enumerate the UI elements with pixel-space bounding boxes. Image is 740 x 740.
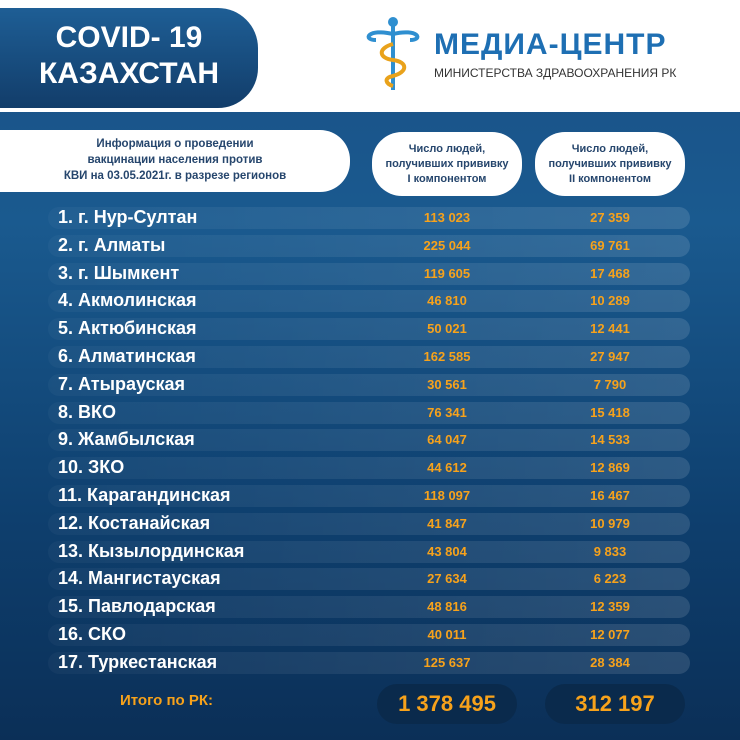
value: 12 077	[590, 627, 630, 642]
region-name: 8. ВКО	[58, 401, 116, 422]
region-name: 6. Алматинская	[58, 346, 196, 366]
row-band	[48, 624, 690, 646]
total-value: 312 197	[545, 684, 685, 724]
total-label: Итого по РК:	[120, 692, 214, 709]
column-header-line: получивших прививку	[548, 158, 672, 170]
value: 6 223	[593, 571, 627, 587]
row-band	[48, 540, 690, 563]
title-badge: COVID- 19 КАЗАХСТАН	[0, 8, 258, 108]
value: 9 833	[593, 543, 627, 559]
value: 41 847	[427, 515, 467, 531]
row-band	[48, 290, 690, 313]
value: 27 634	[427, 571, 467, 587]
region-name: 17. Туркестанская	[58, 651, 218, 672]
title: КАЗАХСТАН	[39, 57, 219, 90]
value: 46 810	[427, 293, 467, 309]
value: 225 044	[423, 237, 471, 253]
row-band	[48, 262, 690, 285]
row-band	[48, 234, 690, 257]
caption-line: вакцинации населения против	[87, 154, 263, 166]
region-name: 9. Жамбылская	[58, 429, 195, 450]
value: 113 023	[423, 210, 471, 225]
value: 118 097	[423, 488, 471, 503]
value: 27 359	[590, 210, 630, 225]
value: 10 289	[590, 293, 630, 309]
value: 28 384	[590, 654, 630, 670]
value: 10 979	[590, 515, 630, 531]
row-band	[48, 207, 690, 229]
caption-line: КВИ на 03.05.2021г. в разрезе регионов	[63, 170, 287, 182]
row-band	[48, 401, 690, 424]
value: 40 011	[427, 627, 467, 642]
row-band	[48, 373, 690, 396]
value: 30 561	[427, 376, 467, 392]
logo-subtitle: МИНИСТЕРСТВА ЗДРАВООХРАНЕНИЯ РК	[434, 66, 677, 80]
row-band	[48, 429, 690, 452]
column-header-line: I компонентом	[407, 173, 487, 185]
region-name: 5. Актюбинская	[58, 318, 197, 339]
value: 69 761	[590, 237, 630, 253]
row-band	[48, 485, 690, 507]
value: 12 441	[590, 321, 630, 337]
region-name: 11. Карагандинская	[58, 485, 231, 505]
caption-line: Информация о проведении	[96, 138, 254, 150]
title: COVID- 19	[55, 21, 203, 54]
column-header-line: получивших прививку	[385, 158, 509, 170]
total-value: 1 378 495	[377, 684, 517, 724]
table-caption: Информация о проведении вакцинации населе…	[0, 130, 350, 192]
value: 12 359	[590, 599, 630, 615]
value: 119 605	[423, 265, 471, 281]
value: 162 585	[423, 349, 471, 364]
logo: МЕДИА-ЦЕНТР МИНИСТЕРСТВА ЗДРАВООХРАНЕНИЯ…	[358, 14, 688, 94]
region-name: 16. СКО	[58, 624, 127, 644]
value: 16 467	[590, 488, 630, 503]
value: 125 637	[423, 654, 471, 670]
region-name: 15. Павлодарская	[58, 596, 216, 617]
region-name: 3. г. Шымкент	[58, 262, 180, 283]
row-band	[48, 318, 690, 341]
region-name: 12. Костанайская	[58, 512, 211, 533]
value: 48 816	[427, 599, 467, 615]
region-name: 7. Атырауская	[58, 373, 186, 394]
value: 17 468	[590, 265, 630, 281]
logo-icon	[366, 17, 420, 90]
value: 14 533	[590, 432, 630, 448]
column-header: Число людей, получивших прививку II компон…	[535, 132, 685, 196]
value: 12 869	[590, 460, 630, 476]
region-name: 13. Кызылординская	[58, 540, 245, 561]
column-header: Число людей, получивших прививку I компоне…	[372, 132, 522, 196]
value: 44 612	[427, 460, 467, 476]
region-name: 2. г. Алматы	[58, 234, 166, 255]
row-band	[48, 596, 690, 619]
region-name: 4. Акмолинская	[58, 290, 197, 311]
column-header-line: Число людей,	[408, 143, 486, 155]
column-header-line: Число людей,	[571, 143, 649, 155]
row-band	[48, 346, 690, 368]
row-band	[48, 457, 690, 480]
region-name: 1. г. Нур-Султан	[58, 207, 198, 227]
region-name: 14. Мангистауская	[58, 568, 221, 589]
row-band	[48, 512, 690, 535]
logo-name: МЕДИА-ЦЕНТР	[434, 28, 667, 61]
value: 64 047	[427, 432, 467, 448]
value: 76 341	[427, 404, 467, 420]
value: 50 021	[427, 321, 467, 337]
region-name: 10. ЗКО	[58, 457, 125, 478]
value: 7 790	[593, 376, 627, 392]
row-band	[48, 651, 690, 674]
column-header-line: II компонентом	[569, 173, 651, 185]
value: 43 804	[427, 543, 467, 559]
value: 27 947	[590, 349, 630, 364]
value: 15 418	[590, 404, 630, 420]
row-band	[48, 568, 690, 591]
